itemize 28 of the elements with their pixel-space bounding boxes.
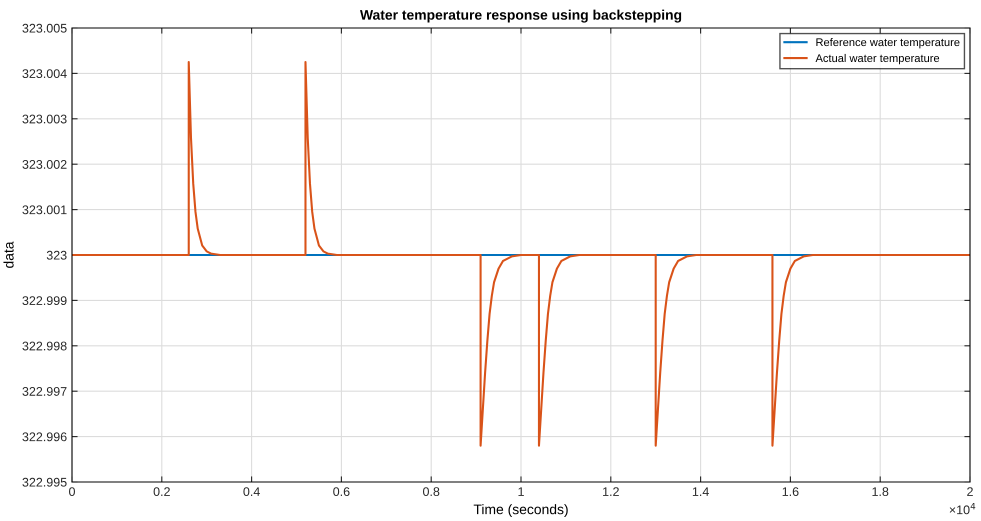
legend-label: Actual water temperature xyxy=(816,54,940,64)
x-axis-title: Time (seconds) xyxy=(474,504,568,518)
y-tick-label: 323 xyxy=(46,250,67,260)
y-tick-label: 323.002 xyxy=(22,160,67,169)
x-tick-label: 2 xyxy=(967,487,973,496)
chart-title: Water temperature response using backstepping xyxy=(360,10,682,23)
y-tick-label: 322.998 xyxy=(22,342,67,350)
x-tick-label: 1 xyxy=(518,487,524,496)
y-tick-label: 322.996 xyxy=(22,432,67,442)
x-tick-label: 0.8 xyxy=(423,487,440,496)
legend-label: Reference water temperature xyxy=(816,38,960,48)
x-tick-label: 0 xyxy=(69,487,75,496)
y-tick-label: 323.003 xyxy=(22,114,67,124)
y-tick-label: 322.999 xyxy=(22,296,67,306)
y-tick-label: 323.004 xyxy=(22,69,67,78)
y-tick-label: 323.005 xyxy=(22,24,67,33)
x-tick-label: 0.4 xyxy=(243,487,260,496)
x-tick-label: 1.6 xyxy=(782,487,799,496)
x-tick-label: 1.8 xyxy=(872,487,888,496)
text: ×10$^{4}$ xyxy=(950,502,976,514)
y-tick-label: 323.001 xyxy=(22,205,67,214)
x-tick-label: 1.4 xyxy=(692,487,709,496)
x-tick-label: 0.6 xyxy=(333,487,350,496)
x-tick-label: 0.2 xyxy=(154,487,170,496)
x-tick-label: 1.2 xyxy=(603,487,619,496)
y-tick-label: 322.995 xyxy=(22,478,67,487)
y-axis-title: data xyxy=(3,241,14,268)
y-tick-label: 322.997 xyxy=(22,387,67,396)
